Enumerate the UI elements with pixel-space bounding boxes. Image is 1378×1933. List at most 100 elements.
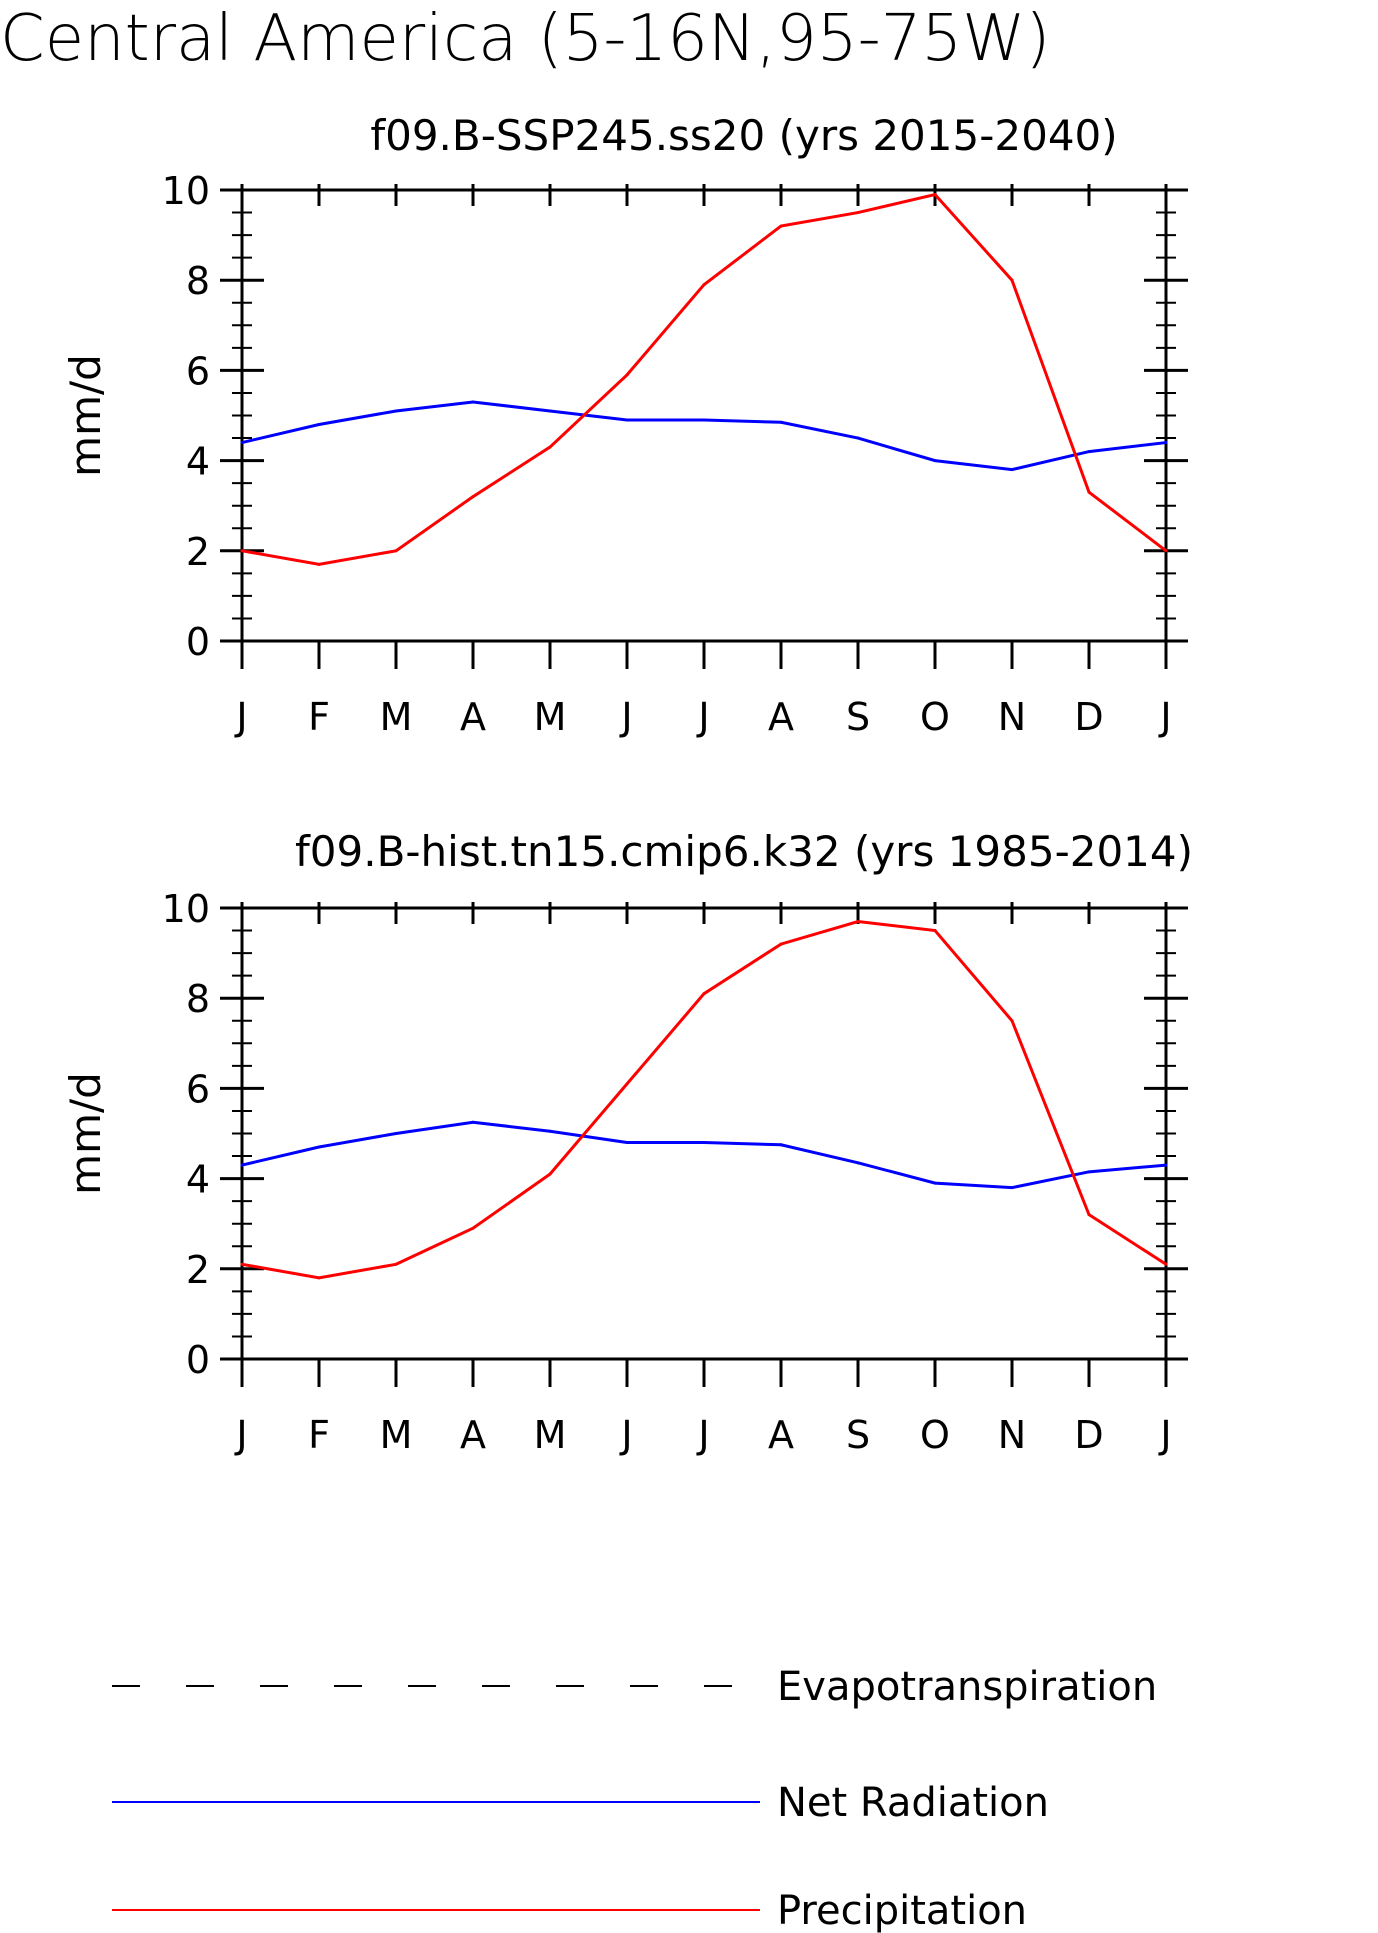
y-tick-label: 4: [186, 440, 210, 484]
x-tick-label: J: [696, 695, 709, 739]
chart-panels: f09.B-SSP245.ss20 (yrs 2015-2040) 0 2 4 6 8 10…: [61, 111, 1193, 1457]
data-point: [394, 1132, 398, 1135]
plot-frame: [240, 906, 1168, 1361]
data-point: [394, 1262, 398, 1266]
data-point: [394, 549, 398, 553]
data-point: [548, 445, 552, 449]
series-line-net-radiation: [241, 1120, 1167, 1190]
x-tick-label: J: [696, 1413, 709, 1457]
data-point: [856, 211, 860, 215]
data-point: [1164, 549, 1168, 553]
panel-title: f09.B-SSP245.ss20 (yrs 2015-2040): [370, 111, 1117, 160]
data-point: [625, 1082, 629, 1086]
y-axis-label: mm/d: [61, 1072, 110, 1195]
x-tick-label: A: [460, 695, 486, 739]
data-point: [1010, 468, 1014, 472]
data-point: [240, 1262, 244, 1266]
y-tick-label: 0: [186, 620, 210, 664]
data-point: [779, 1143, 783, 1147]
data-point: [1010, 278, 1014, 282]
chart-legend: Evapotranspiration Net Radiation Precipita…: [112, 1664, 1157, 1933]
data-point: [394, 409, 398, 413]
chart-panel-1: f09.B-SSP245.ss20 (yrs 2015-2040) 0 2 4 6 8 10…: [61, 111, 1188, 739]
x-tick-label: F: [308, 1413, 330, 1457]
data-point: [702, 992, 706, 996]
data-point: [240, 441, 244, 445]
data-point: [1010, 1186, 1014, 1190]
data-point: [317, 562, 321, 566]
data-point: [933, 459, 937, 463]
data-point: [856, 436, 860, 440]
chart-panel-2: f09.B-hist.tn15.cmip6.k32 (yrs 1985-2014…: [61, 827, 1193, 1457]
y-tick-label: 2: [186, 1248, 210, 1292]
x-tick-label: O: [920, 695, 950, 739]
x-tick-label: A: [768, 695, 794, 739]
data-point: [702, 418, 706, 422]
y-tick-label: 10: [162, 169, 210, 213]
x-tick-label: M: [534, 695, 567, 739]
x-tick-label: N: [998, 1413, 1026, 1457]
legend-item-precipitation: Precipitation: [112, 1888, 1027, 1933]
data-point: [702, 283, 706, 287]
data-point: [779, 224, 783, 228]
x-tick-label: D: [1074, 695, 1103, 739]
data-point: [625, 1141, 629, 1145]
x-tick-label: A: [768, 1413, 794, 1457]
panel-title: f09.B-hist.tn15.cmip6.k32 (yrs 1985-2014…: [295, 827, 1193, 876]
data-point: [625, 418, 629, 422]
x-tick-label: J: [1158, 695, 1171, 739]
x-tick-label: J: [234, 1413, 247, 1457]
x-tick-label: M: [380, 1413, 413, 1457]
series-line-precipitation: [241, 920, 1167, 1280]
x-tick-label: J: [619, 695, 632, 739]
legend-label: Evapotranspiration: [777, 1664, 1157, 1710]
data-point: [240, 1163, 244, 1167]
data-point: [317, 1276, 321, 1280]
data-point: [471, 1120, 475, 1124]
plot-frame: [240, 188, 1168, 643]
data-point: [471, 400, 475, 404]
data-point: [933, 929, 937, 933]
legend-label: Net Radiation: [777, 1780, 1049, 1826]
data-point: [471, 495, 475, 499]
y-tick-label: 4: [186, 1158, 210, 1202]
x-tick-label: M: [380, 695, 413, 739]
x-tick-label: J: [234, 695, 247, 739]
y-tick-label: 8: [186, 977, 210, 1021]
data-point: [1087, 1170, 1091, 1174]
x-tick-label: A: [460, 1413, 486, 1457]
data-point: [856, 1161, 860, 1165]
data-point: [548, 1129, 552, 1133]
data-point: [317, 423, 321, 427]
y-axis-label: mm/d: [61, 354, 110, 477]
legend-item-net-radiation: Net Radiation: [112, 1780, 1049, 1826]
data-point: [471, 1226, 475, 1230]
series-line-precipitation: [241, 192, 1167, 566]
y-tick-label: 0: [186, 1338, 210, 1382]
data-point: [702, 1141, 706, 1145]
data-point: [625, 373, 629, 377]
x-tick-label: J: [1158, 1413, 1171, 1457]
y-tick-label: 6: [186, 1067, 210, 1111]
series-line-net-radiation: [241, 400, 1167, 472]
x-tick-label: D: [1074, 1413, 1103, 1457]
x-tick-label: F: [308, 695, 330, 739]
data-point: [1087, 1213, 1091, 1217]
data-point: [856, 920, 860, 924]
legend-label: Precipitation: [777, 1888, 1027, 1933]
x-tick-label: J: [619, 1413, 632, 1457]
x-tick-label: N: [998, 695, 1026, 739]
y-tick-label: 2: [186, 530, 210, 574]
data-point: [548, 1172, 552, 1176]
data-point: [779, 420, 783, 424]
data-point: [1010, 1019, 1014, 1023]
figure-title: Central America (5-16N,95-75W): [0, 2, 1050, 76]
data-point: [1087, 490, 1091, 494]
data-point: [1087, 450, 1091, 454]
x-tick-label: M: [534, 1413, 567, 1457]
x-tick-label: S: [846, 695, 870, 739]
data-point: [1164, 441, 1168, 445]
y-tick-label: 6: [186, 349, 210, 393]
data-point: [240, 549, 244, 553]
